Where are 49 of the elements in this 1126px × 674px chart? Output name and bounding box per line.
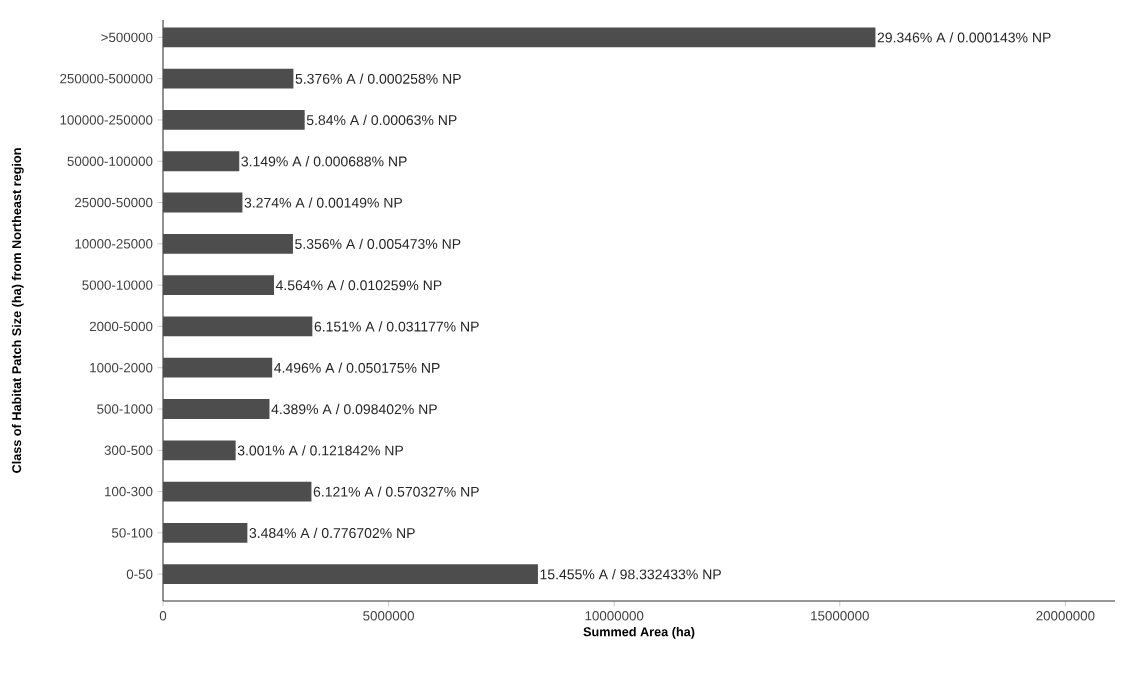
annotation: 29.346% A / 0.000143% NP — [877, 32, 1051, 43]
x-tick-label: 5000000 — [363, 611, 415, 621]
bar — [163, 399, 270, 419]
y-axis-title: Class of Habitat Patch Size (ha) from Northeast region — [11, 148, 24, 473]
annotation: 3.484% A / 0.776702% NP — [249, 527, 415, 539]
x-tick-label: 0 — [159, 611, 167, 621]
annotation: 4.389% A / 0.098402% NP — [271, 403, 437, 415]
y-tick-label: 100-300 — [105, 486, 153, 497]
x-tick-label: 20000000 — [1036, 611, 1095, 621]
y-tick-label: 5000-10000 — [82, 280, 153, 290]
y-tick-label: 0-50 — [126, 569, 153, 579]
annotation: 3.274% A / 0.00149% NP — [244, 197, 403, 208]
annotation: 15.455% A / 98.332433% NP — [540, 569, 721, 580]
y-tick-label: 25000-50000 — [75, 197, 153, 208]
bar — [163, 481, 312, 502]
annotation: 5.376% A / 0.000258% NP — [295, 73, 461, 84]
y-tick-label: >500000 — [101, 32, 153, 43]
y-tick-label: 100000-250000 — [60, 115, 153, 125]
bar — [163, 192, 243, 213]
y-tick-label: 500-1000 — [97, 404, 153, 414]
annotation: 5.84% A / 0.00063% NP — [306, 114, 457, 126]
bar — [163, 110, 305, 130]
annotation: 6.151% A / 0.031177% NP — [314, 321, 479, 332]
bar — [163, 522, 248, 543]
bar — [163, 275, 274, 296]
y-tick-label: 250000-500000 — [60, 73, 153, 84]
bar — [163, 151, 240, 172]
annotation: 3.001% A / 0.121842% NP — [237, 445, 404, 456]
bar — [163, 440, 236, 461]
x-axis-title: Summed Area (ha) — [583, 626, 695, 639]
annotation: 4.564% A / 0.010259% NP — [275, 279, 442, 291]
bar — [163, 316, 313, 337]
annotation: 5.356% A / 0.005473% NP — [295, 238, 461, 249]
y-tick-label: 10000-25000 — [75, 239, 153, 249]
y-tick-label: 300-500 — [104, 445, 153, 455]
y-tick-label: 1000-2000 — [90, 362, 153, 373]
bar — [163, 233, 293, 254]
annotation: 4.496% A / 0.050175% NP — [274, 362, 440, 373]
x-tick-label: 10000000 — [585, 611, 644, 621]
bar — [163, 68, 294, 89]
y-tick-label: 2000-5000 — [89, 321, 153, 332]
x-tick-label: 15000000 — [811, 611, 869, 621]
bar — [163, 357, 273, 378]
bar — [163, 27, 876, 48]
annotation: 6.121% A / 0.570327% NP — [313, 486, 479, 497]
y-tick-label: 50000-100000 — [67, 156, 153, 166]
annotation: 3.149% A / 0.000688% NP — [241, 156, 407, 167]
y-tick-label: 50-100 — [111, 528, 153, 538]
bar — [163, 564, 538, 585]
